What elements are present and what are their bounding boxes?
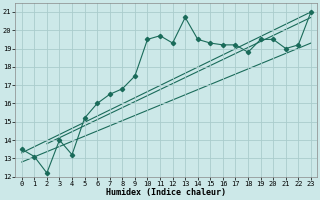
X-axis label: Humidex (Indice chaleur): Humidex (Indice chaleur)	[106, 188, 226, 197]
